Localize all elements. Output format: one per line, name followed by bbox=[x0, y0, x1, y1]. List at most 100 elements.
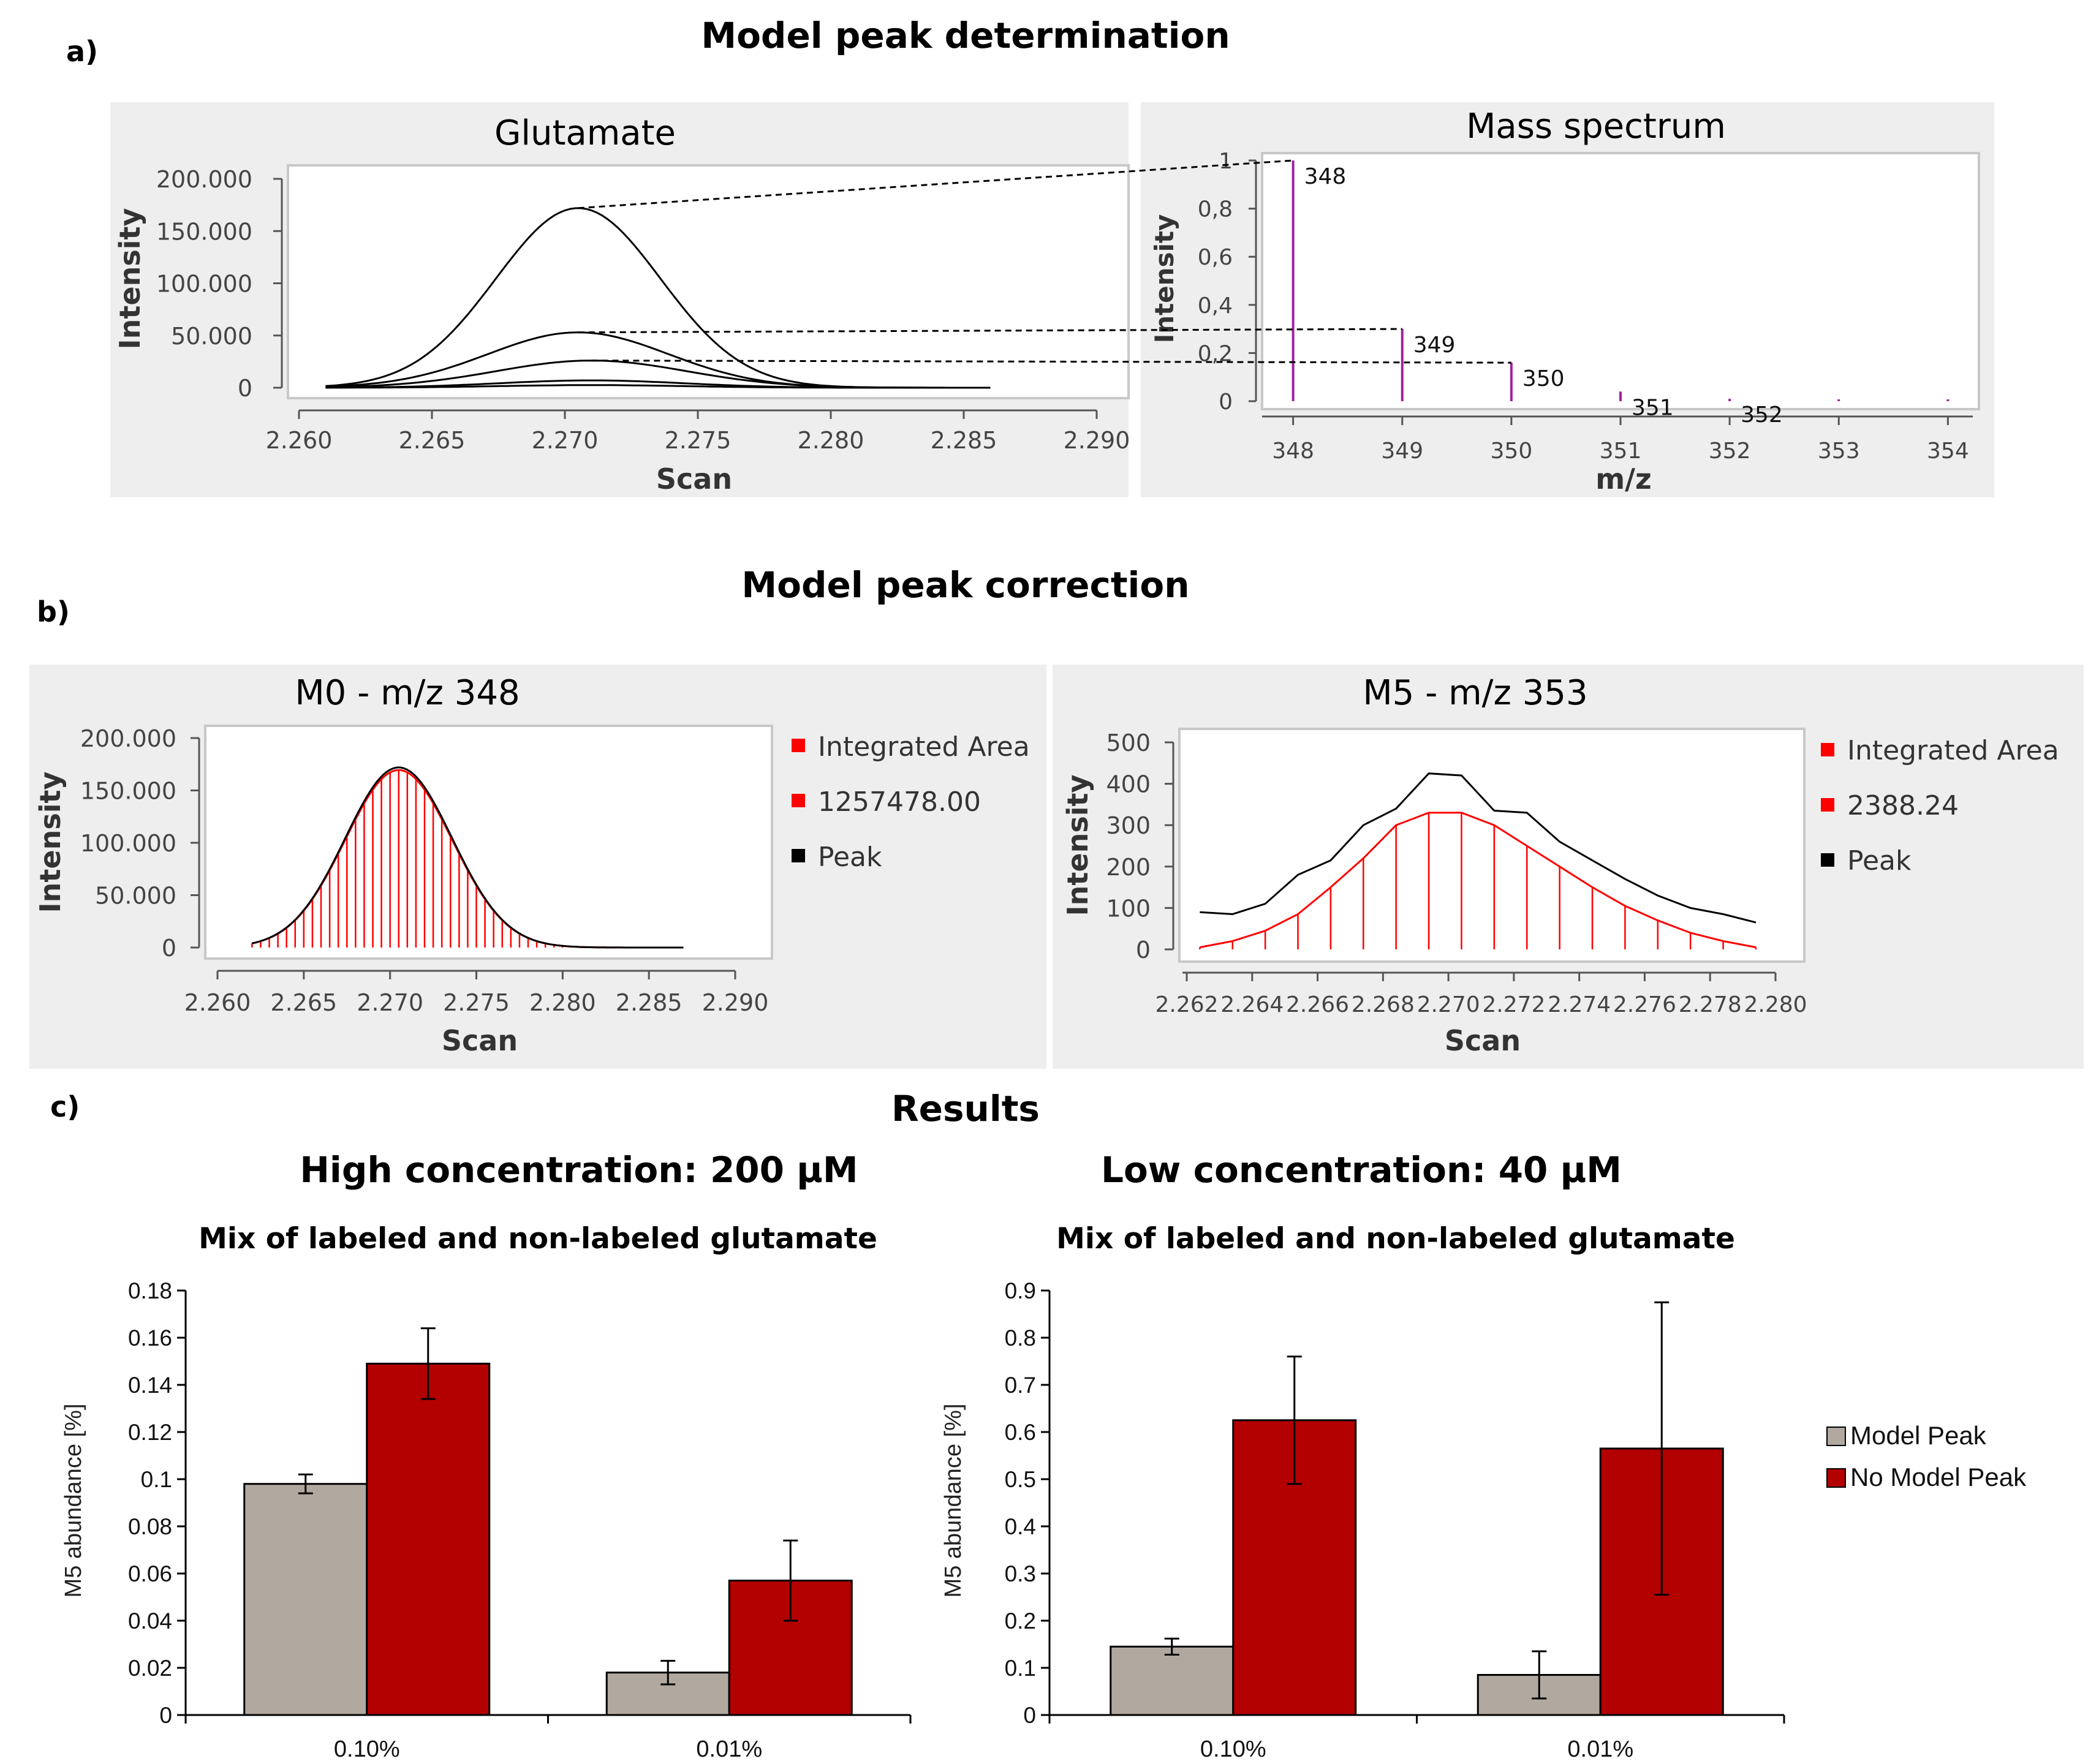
m0-peak-line bbox=[251, 766, 684, 949]
mass-spectrum-x-tick-label: 349 bbox=[1381, 439, 1423, 464]
m5-y-tick-label: 500 bbox=[1106, 729, 1151, 756]
m5-legend-peak-label: Peak bbox=[1847, 845, 1912, 876]
m5-x-tick-label: 2.266 bbox=[1286, 992, 1349, 1017]
high-bars bbox=[243, 1327, 853, 1716]
mass-spectrum-y-tick-label: 0,8 bbox=[1198, 197, 1233, 222]
m5-peak-group bbox=[1200, 772, 1757, 924]
glutamate-chart: Glutamate 0 50.000 100.000 150.000 200.000 2… bbox=[113, 113, 1130, 496]
glutamate-y-tick-label: 0 bbox=[238, 375, 252, 402]
m5-x-tick-label: 2.264 bbox=[1220, 992, 1284, 1017]
mass-spectrum-peak-label: 349 bbox=[1413, 333, 1456, 358]
panel-b-heading: Model peak correction bbox=[741, 564, 1189, 606]
mass-spectrum-ylabel: Intensity bbox=[1149, 214, 1179, 344]
m0-y-tick-label: 150.000 bbox=[80, 778, 176, 805]
panel-a-label: a) bbox=[66, 35, 98, 68]
m5-ylabel: Intensity bbox=[1061, 775, 1094, 916]
low-category-label: 0.10% bbox=[1200, 1736, 1266, 1762]
peak-connectors bbox=[578, 159, 1511, 364]
mass-spectrum-title: Mass spectrum bbox=[1466, 107, 1726, 146]
m5-x-tick-label: 2.272 bbox=[1482, 992, 1545, 1017]
low-legend-swatch-model bbox=[1826, 1427, 1846, 1446]
low-title: Low concentration: 40 µM bbox=[1101, 1149, 1622, 1191]
m5-x-tick-label: 2.270 bbox=[1417, 992, 1480, 1017]
m0-legend-swatch-peak bbox=[792, 849, 805, 862]
m5-x-tick-label: 2.262 bbox=[1155, 992, 1218, 1017]
m0-title: M0 - m/z 348 bbox=[295, 673, 520, 713]
high-y-tick-label: 0.08 bbox=[128, 1514, 172, 1539]
low-y-tick-label: 0.8 bbox=[1005, 1325, 1036, 1351]
m5-y-tick-label: 300 bbox=[1106, 812, 1151, 839]
glutamate-series-line bbox=[325, 384, 991, 389]
high-y-tick-label: 0.16 bbox=[128, 1325, 172, 1351]
glutamate-x-tick-label: 2.275 bbox=[665, 427, 732, 454]
glutamate-title: Glutamate bbox=[494, 113, 676, 153]
glutamate-y-axis: 0 50.000 100.000 150.000 200.000 bbox=[156, 166, 283, 402]
mass-spectrum-x-tick-label: 351 bbox=[1600, 439, 1642, 464]
low-ylabel: M5 abundance [%] bbox=[940, 1404, 966, 1598]
m5-integrated-area bbox=[1199, 812, 1757, 949]
mass-spectrum-x-tick-label: 354 bbox=[1927, 439, 1969, 464]
low-subtitle: Mix of labeled and non-labeled glutamate bbox=[1056, 1222, 1735, 1256]
low-bars bbox=[1110, 1301, 1724, 1716]
panel-c-heading: Results bbox=[891, 1088, 1040, 1129]
low-y-tick-label: 0.3 bbox=[1005, 1561, 1036, 1586]
m0-legend-swatch-value bbox=[792, 794, 805, 807]
m0-x-tick-label: 2.270 bbox=[357, 989, 423, 1016]
m5-y-tick-label: 400 bbox=[1106, 771, 1151, 798]
m0-legend-area-value: 1257478.00 bbox=[818, 786, 981, 818]
low-category-label: 0.01% bbox=[1567, 1736, 1633, 1762]
mass-spectrum-x-tick-label: 352 bbox=[1709, 439, 1751, 464]
m5-y-tick-label: 0 bbox=[1136, 937, 1151, 963]
high-y-tick-label: 0.1 bbox=[141, 1467, 172, 1492]
m0-legend-peak-label: Peak bbox=[818, 842, 882, 873]
glutamate-y-tick-label: 50.000 bbox=[171, 323, 252, 350]
m0-y-tick-label: 0 bbox=[162, 935, 176, 962]
m5-y-tick-label: 200 bbox=[1106, 854, 1151, 881]
m5-x-tick-label: 2.268 bbox=[1352, 992, 1415, 1017]
m5-legend-swatch-area bbox=[1821, 743, 1834, 756]
mass-spectrum-x-tick-label: 353 bbox=[1818, 439, 1860, 464]
peak-connector-line bbox=[578, 159, 1293, 209]
low-y-tick-label: 0.9 bbox=[1005, 1278, 1036, 1303]
high-title: High concentration: 200 µM bbox=[300, 1149, 858, 1191]
m5-xlabel: Scan bbox=[1445, 1024, 1521, 1057]
glutamate-x-tick-label: 2.260 bbox=[266, 427, 333, 454]
m0-chart: M0 - m/z 348 0 50.000 100.000 150.000 200.00… bbox=[34, 673, 1030, 1057]
mass-spectrum-peak-label: 348 bbox=[1304, 164, 1347, 189]
high-bar bbox=[366, 1362, 491, 1716]
low-y-tick-label: 0 bbox=[1023, 1703, 1036, 1728]
m0-plot-frame bbox=[204, 725, 773, 960]
glutamate-x-tick-label: 2.290 bbox=[1064, 427, 1130, 454]
high-y-tick-label: 0.18 bbox=[128, 1278, 172, 1303]
high-y-tick-label: 0.06 bbox=[128, 1561, 172, 1586]
high-ylabel: M5 abundance [%] bbox=[61, 1404, 86, 1598]
glutamate-y-tick-label: 100.000 bbox=[156, 271, 252, 298]
high-subtitle: Mix of labeled and non-labeled glutamate bbox=[199, 1222, 877, 1256]
mass-spectrum-peak-label: 350 bbox=[1522, 366, 1565, 391]
high-bar bbox=[243, 1483, 368, 1716]
peak-connector-line bbox=[591, 360, 1511, 364]
low-y-tick-label: 0.2 bbox=[1005, 1608, 1036, 1634]
m0-y-tick-label: 100.000 bbox=[80, 830, 176, 857]
mass-spectrum-peaks: 348 349 350 351 352 bbox=[1292, 160, 1950, 428]
high-y-tick-label: 0.04 bbox=[128, 1608, 172, 1634]
high-concentration-chart: High concentration: 200 µM Mix of labele… bbox=[61, 1149, 912, 1762]
glutamate-x-tick-label: 2.280 bbox=[798, 427, 864, 454]
high-y-tick-label: 0.02 bbox=[128, 1656, 172, 1681]
low-y-tick-label: 0.4 bbox=[1005, 1514, 1036, 1539]
low-legend-swatch-nomodel bbox=[1826, 1468, 1846, 1488]
m0-peak-group bbox=[251, 766, 684, 949]
low-y-tick-label: 0.7 bbox=[1005, 1373, 1036, 1398]
glutamate-plot-frame bbox=[287, 164, 1130, 399]
m0-axes: 0 50.000 100.000 150.000 200.000 2.260 2.265 2.… bbox=[80, 725, 769, 1016]
m5-title: M5 - m/z 353 bbox=[1363, 673, 1587, 713]
glutamate-xlabel: Scan bbox=[656, 462, 732, 496]
low-bar bbox=[1110, 1645, 1235, 1716]
m5-legend-swatch-peak bbox=[1821, 853, 1834, 867]
low-legend-model-label: Model Peak bbox=[1850, 1421, 1987, 1450]
m5-x-tick-label: 2.276 bbox=[1613, 992, 1676, 1017]
panel-c-label: c) bbox=[50, 1090, 80, 1123]
